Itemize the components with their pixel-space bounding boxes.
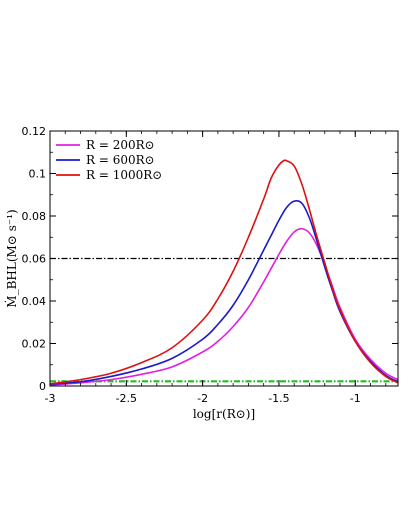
x-tick-label: -2: [197, 392, 208, 405]
y-axis-ticks: 0 0.02 0.04 0.06 0.08 0.1 0.12: [22, 125, 398, 393]
reference-lines: [50, 257, 398, 383]
x-tick-label: -3: [45, 392, 56, 405]
x-axis-label: log[r(R⊙)]: [193, 407, 255, 421]
series-lines: [49, 159, 399, 386]
y-tick-label: 0.02: [22, 338, 47, 351]
legend: R = 200R⊙R = 600R⊙R = 1000R⊙: [56, 138, 162, 182]
x-axis-ticks: -3 -2.5 -2 -1.5 -1: [45, 131, 387, 405]
y-axis-label: Ṁ_BHL(M⊙ s⁻¹): [4, 209, 19, 307]
y-tick-label: 0.08: [22, 210, 47, 223]
series-line-0: [49, 227, 399, 386]
y-tick-label: 0.06: [22, 253, 47, 266]
series-line-2: [49, 159, 399, 385]
y-tick-label: 0: [39, 380, 46, 393]
y-tick-label: 0.04: [22, 295, 47, 308]
x-tick-label: -1: [350, 392, 361, 405]
x-tick-label: -2.5: [116, 392, 137, 405]
legend-label-2: R = 1000R⊙: [86, 168, 162, 182]
x-tick-label: -1.5: [268, 392, 289, 405]
legend-label-1: R = 600R⊙: [86, 153, 155, 167]
y-tick-label: 0.12: [22, 125, 47, 138]
y-tick-label: 0.1: [29, 168, 47, 181]
series-line-1: [49, 199, 399, 386]
legend-label-0: R = 200R⊙: [86, 138, 155, 152]
